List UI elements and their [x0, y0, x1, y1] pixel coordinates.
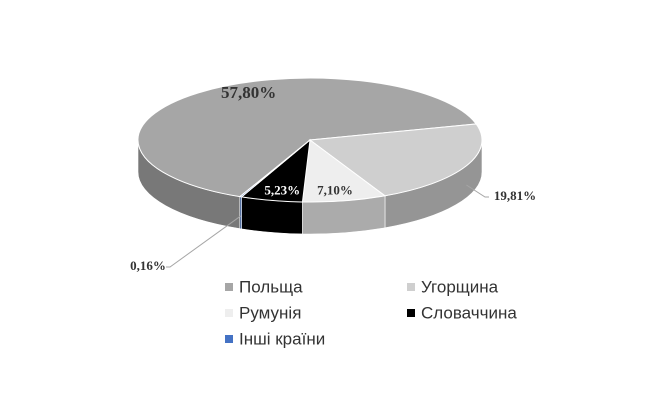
slice — [238, 139, 311, 198]
value-label: 0,16% — [130, 258, 166, 273]
value-label: 19,81% — [494, 188, 536, 203]
slice-side — [239, 196, 242, 230]
value-label: 7,10% — [317, 183, 353, 198]
leader-line — [466, 184, 489, 198]
legend-label: Польща — [239, 277, 303, 296]
legend-label: Словаччина — [421, 303, 517, 322]
value-label: 5,23% — [264, 182, 300, 197]
legend-marker — [225, 309, 233, 317]
slice-side — [241, 196, 303, 235]
legend-marker — [225, 283, 233, 291]
legend-label: Інші країни — [239, 329, 325, 348]
slice — [308, 123, 483, 197]
slice — [137, 77, 478, 198]
legend-marker — [225, 335, 233, 343]
legend-label: Румунія — [239, 303, 301, 322]
leader-line — [166, 215, 242, 268]
legend-label: Угорщина — [421, 277, 499, 296]
legend-marker — [407, 309, 415, 317]
value-label: 57,80% — [221, 83, 276, 102]
legend-marker — [407, 283, 415, 291]
